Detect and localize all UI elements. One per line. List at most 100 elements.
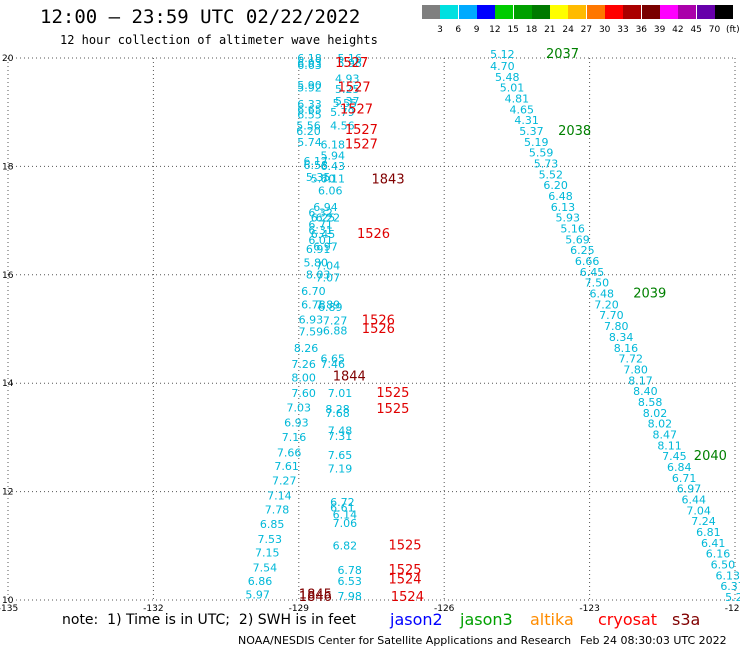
swh-value: 6.53 [337,575,362,588]
pass-time-label: 1845 [299,587,332,602]
pass-time-label: 1527 [345,138,378,153]
pass-time-label: 1526 [362,322,395,337]
swh-value: 8.17 [628,374,653,387]
swh-value: 8.02 [643,407,668,420]
swh-value: 6.32 [308,206,333,219]
x-tick-label: -120 [725,604,740,614]
swh-value: 8.34 [609,331,634,344]
swh-value: 6.88 [323,324,348,337]
swh-value: 6.81 [696,526,721,539]
swh-value: 6.97 [313,240,338,253]
swh-value: 7.04 [686,504,711,517]
swh-value: 8.26 [294,342,319,355]
swh-value: 5.93 [556,212,581,225]
swh-value: 6.65 [297,103,322,116]
swh-value: 6.48 [548,190,573,203]
colorbar-label: (ft) [726,25,740,35]
swh-value: 8.02 [648,418,673,431]
swh-value: 6.17 [304,155,329,168]
colorbar-cell [641,5,660,19]
colorbar-label: 9 [473,25,480,35]
swh-value: 6.71 [308,219,333,232]
swh-value: 5.56 [296,120,321,133]
colorbar-cell [586,5,605,19]
swh-value: 5.37 [335,95,360,108]
colorbar-label: 6 [455,25,462,35]
swh-value: 7.03 [287,401,312,414]
y-tick-label: 20 [2,54,14,64]
swh-value: 5.98 [337,57,362,70]
swh-value: 6.70 [301,285,326,298]
swh-value: 6.97 [677,483,702,496]
swh-value: 7.80 [604,320,629,333]
swh-value: 7.53 [257,533,282,546]
swh-value: 6.85 [260,518,285,531]
colorbar-label: 15 [507,25,519,35]
swh-value: 6.06 [318,185,343,198]
swh-value: 5.74 [297,136,322,149]
swh-value: 5.12 [490,48,515,61]
y-tick-label: 12 [2,488,13,498]
colorbar-cell [605,5,623,19]
swh-value: 7.59 [299,326,324,339]
pass-time-label: 1844 [333,369,366,384]
swh-value: 6.11 [320,173,345,186]
swh-value: 4.65 [509,103,534,116]
swh-value: 6.78 [301,298,326,311]
colorbar-label: 18 [525,25,538,35]
swh-value: 6.55 [297,109,322,122]
axis-ticks: -135 -132 -129 -126 -123 -120 20 18 16 14 12 10 [0,54,740,614]
pass-time-label: 1524 [388,573,421,588]
colorbar-cell [458,5,477,19]
timestamp-text: Feb 24 08:30:03 UTC 2022 [580,634,727,647]
swh-value: 5.94 [320,149,345,162]
colorbar-label: 24 [562,25,574,35]
colorbar-label: 12 [489,25,501,35]
colorbar-cell [422,5,440,19]
swh-value: 6.86 [248,575,273,588]
swh-value: 7.48 [328,425,353,438]
pass-time-label: 1527 [345,123,378,138]
swh-value: 7.16 [282,431,307,444]
swh-value: 7.46 [320,358,345,371]
swh-value: 5.80 [304,257,329,270]
swh-value: 7.65 [328,449,353,462]
swh-value: 8.11 [657,439,682,452]
swh-value: 5.01 [500,82,525,95]
pass-time-label: 1526 [357,227,390,242]
swh-value: 6.20 [543,179,568,192]
swh-value: 6.22 [316,212,341,225]
x-tick-label: -123 [579,604,599,614]
swh-value: 6.18 [320,139,345,152]
swh-value: 5.70 [311,173,336,186]
colorbar-cell [696,5,715,19]
pass-time-label: 1525 [388,563,421,578]
swh-value: 6.65 [320,353,345,366]
swh-value: 7.26 [291,358,316,371]
swh-value: 6.45 [580,266,605,279]
swh-value: 8.47 [652,428,677,441]
swh-value: 6.20 [296,125,321,138]
colorbar-label: 30 [598,25,611,35]
pass-time-labels: 1527152715271527152718431526152615261844… [299,47,727,605]
pass-time-label: 1843 [372,173,405,188]
pass-time-label: 2039 [633,287,666,302]
x-tick-label: -132 [143,604,163,614]
swh-value: 7.27 [323,315,348,328]
swh-value: 7.54 [253,561,278,574]
colorbar-label: 36 [635,25,648,35]
swh-value: 7.50 [585,277,610,290]
swh-value: 6.66 [575,255,600,268]
swh-value: 7.66 [277,446,302,459]
colorbar-label: 21 [544,25,556,35]
swh-value: 6.31 [308,224,333,237]
swh-value: 7.80 [623,363,648,376]
colorbar-cell [678,5,697,19]
satellite-cryosat: cryosat [598,610,658,629]
swh-value: 7.78 [265,503,290,516]
colorbar-cell [495,5,514,19]
swh-value: 6.61 [330,502,355,515]
swh-value: 7.20 [594,298,619,311]
colorbar-label: 33 [617,25,629,35]
swh-value: 7.24 [691,515,716,528]
